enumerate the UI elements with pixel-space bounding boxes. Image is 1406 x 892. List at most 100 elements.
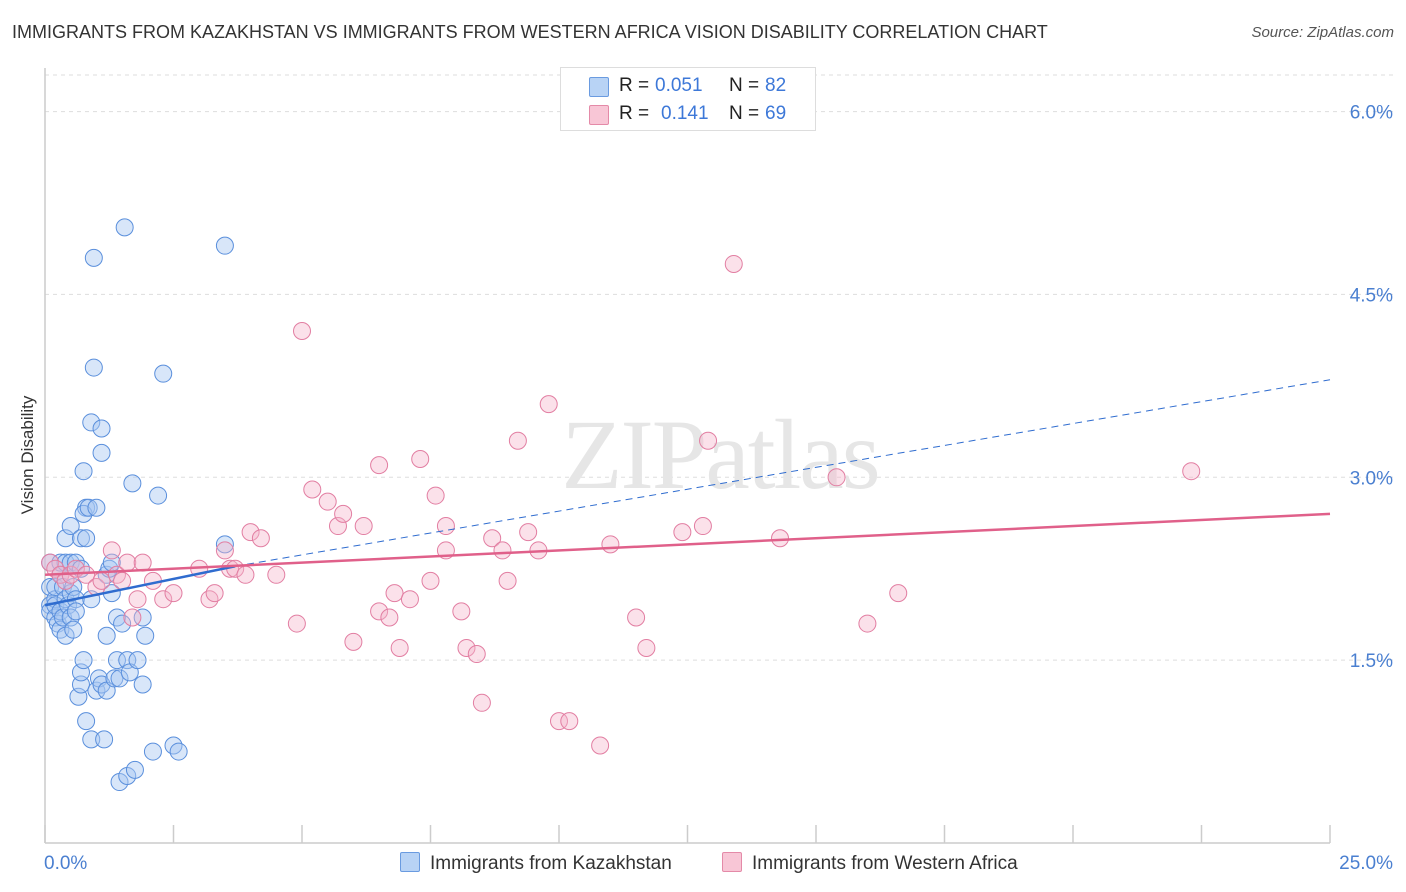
legend-n-value: 69 [765, 103, 787, 124]
data-point-western-africa [328, 517, 347, 536]
legend-r-value: 0.141 [661, 103, 709, 124]
data-point-western-africa [467, 645, 486, 664]
bottom-legend-kazakhstan: Immigrants from Kazakhstan [400, 852, 672, 875]
data-point-kazakhstan [169, 742, 188, 761]
data-point-western-africa [215, 541, 234, 560]
data-point-kazakhstan [66, 553, 85, 572]
data-point-kazakhstan [46, 578, 65, 596]
data-point-western-africa [287, 614, 306, 633]
data-point-kazakhstan [115, 218, 134, 237]
data-point-western-africa [771, 529, 790, 548]
data-point-kazakhstan [123, 474, 142, 493]
data-point-kazakhstan [107, 608, 126, 627]
data-point-kazakhstan [82, 730, 101, 749]
y-tick-label: 4.5% [1350, 285, 1393, 306]
data-point-western-africa [699, 431, 718, 450]
data-point-kazakhstan [41, 578, 60, 596]
x-tick-label: 25.0% [1339, 853, 1393, 874]
axes [44, 68, 1331, 844]
data-point-western-africa [241, 523, 260, 542]
data-point-western-africa [390, 638, 409, 657]
data-point-western-africa [550, 712, 568, 731]
data-point-western-africa [128, 590, 147, 609]
data-point-kazakhstan [215, 535, 234, 554]
data-point-western-africa [436, 517, 455, 536]
data-point-kazakhstan [136, 626, 155, 645]
data-point-kazakhstan [74, 651, 93, 670]
legend-n-label: N = [729, 103, 760, 124]
data-point-western-africa [627, 608, 646, 627]
data-point-kazakhstan [92, 443, 111, 462]
data-point-western-africa [411, 450, 430, 468]
data-point-western-africa [421, 571, 440, 590]
y-tick-label: 3.0% [1350, 468, 1393, 489]
data-point-western-africa [889, 584, 908, 603]
tick-labels: 1.5% 3.0% 4.5% 6.0% 0.0% 25.0% [44, 103, 1393, 874]
data-point-kazakhstan [113, 614, 132, 633]
y-tick-label: 6.0% [1350, 103, 1393, 124]
data-point-western-africa [426, 486, 445, 505]
data-point-kazakhstan [79, 498, 98, 517]
watermark: ZIPatlas [561, 399, 878, 510]
data-point-kazakhstan [143, 742, 162, 761]
data-point-western-africa [601, 535, 620, 554]
bottom-legend-western-africa: Immigrants from Western Africa [722, 852, 1018, 875]
data-point-western-africa [92, 571, 111, 590]
data-point-kazakhstan [133, 675, 152, 694]
data-point-western-africa [724, 254, 743, 273]
bottom-legend-label: Immigrants from Western Africa [752, 853, 1018, 874]
trend-line-kazakhstan [44, 565, 236, 607]
data-point-western-africa [472, 693, 491, 712]
data-point-kazakhstan [97, 626, 116, 645]
data-point-western-africa [113, 571, 132, 590]
data-point-western-africa [293, 322, 311, 340]
data-point-western-africa [354, 517, 373, 536]
data-point-kazakhstan [66, 602, 85, 621]
correlation-legend: R = 0.051 N = 82 R = 0.141 N = 69 [560, 67, 816, 131]
data-point-western-africa [154, 590, 173, 609]
data-point-kazakhstan [154, 364, 173, 383]
data-point-western-africa [236, 565, 255, 584]
data-point-western-africa [452, 602, 471, 621]
data-point-western-africa [251, 529, 270, 548]
data-point-western-africa [56, 571, 75, 590]
data-point-western-africa [498, 571, 517, 590]
data-point-western-africa [385, 584, 404, 603]
legend-row-western-africa: R = 0.141 N = 69 [561, 101, 815, 129]
bottom-legend-swatch-blue [400, 852, 420, 872]
legend-r-value: 0.051 [655, 75, 703, 96]
data-point-western-africa [318, 492, 337, 511]
y-axis-label: Vision Disability [18, 395, 37, 515]
data-point-western-africa [344, 632, 363, 651]
data-point-kazakhstan [164, 736, 183, 755]
trend-line-western-africa [44, 512, 1331, 577]
data-point-kazakhstan [128, 651, 147, 670]
data-point-western-africa [493, 541, 512, 560]
data-point-kazakhstan [149, 486, 168, 505]
data-point-kazakhstan [133, 608, 152, 627]
data-point-kazakhstan [82, 413, 101, 432]
x-tick-label: 0.0% [44, 853, 87, 874]
legend-swatch-blue [589, 77, 609, 97]
data-point-kazakhstan [61, 553, 80, 572]
data-point-western-africa [164, 584, 183, 603]
trend-lines [44, 379, 1331, 607]
legend-swatch-pink [589, 105, 609, 125]
data-point-western-africa [334, 504, 353, 523]
data-point-kazakhstan [87, 498, 106, 517]
data-point-western-africa [303, 480, 322, 499]
data-point-kazakhstan [56, 553, 75, 572]
series-western-africa-points [41, 254, 1201, 755]
data-point-western-africa [858, 614, 877, 633]
data-point-western-africa [205, 584, 224, 603]
legend-row-kazakhstan: R = 0.051 N = 82 [561, 73, 815, 101]
data-point-kazakhstan [61, 517, 80, 536]
data-point-western-africa [457, 638, 476, 657]
data-point-western-africa [827, 468, 846, 487]
data-point-kazakhstan [77, 712, 96, 731]
data-point-western-africa [200, 590, 219, 609]
data-point-western-africa [267, 565, 286, 584]
data-point-kazakhstan [110, 669, 129, 688]
data-point-kazakhstan [51, 553, 70, 572]
